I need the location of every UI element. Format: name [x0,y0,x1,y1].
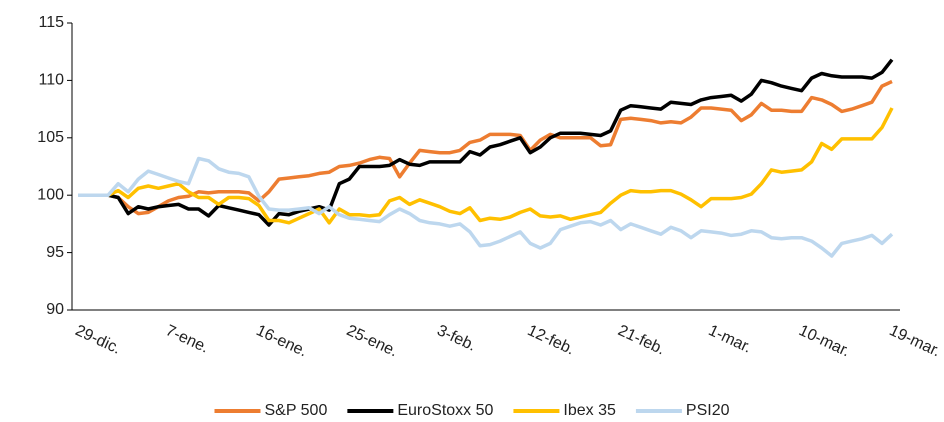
x-tick-label: 10-mar. [796,322,852,360]
x-tick-label: 21-feb. [615,322,667,358]
legend-label: Ibex 35 [563,402,616,419]
y-tick-label: 95 [46,244,64,261]
x-tick-label: 16-ene. [253,322,309,360]
y-tick-label: 110 [38,72,64,89]
x-tick-label: 29-dic. [73,322,124,358]
series-line [78,156,894,258]
x-tick-label: 7-ene. [163,322,211,357]
y-tick-label: 115 [38,14,64,31]
legend-label: S&P 500 [264,402,327,419]
series-line [78,58,894,227]
x-tick-label: 3-feb. [434,322,478,355]
legend-label: PSI20 [686,402,730,419]
y-tick-label: 100 [37,186,64,203]
x-tick-label: 1-mar. [706,322,754,357]
series-line [78,107,894,225]
y-tick-label: 90 [46,301,64,318]
y-tick-label: 105 [37,129,64,146]
legend-label: EuroStoxx 50 [397,402,493,419]
x-tick-label: 25-ene. [344,322,400,360]
x-tick-label: 12-feb. [525,322,577,358]
series-line [78,79,893,216]
x-tick-label: 19-mar. [887,322,943,360]
